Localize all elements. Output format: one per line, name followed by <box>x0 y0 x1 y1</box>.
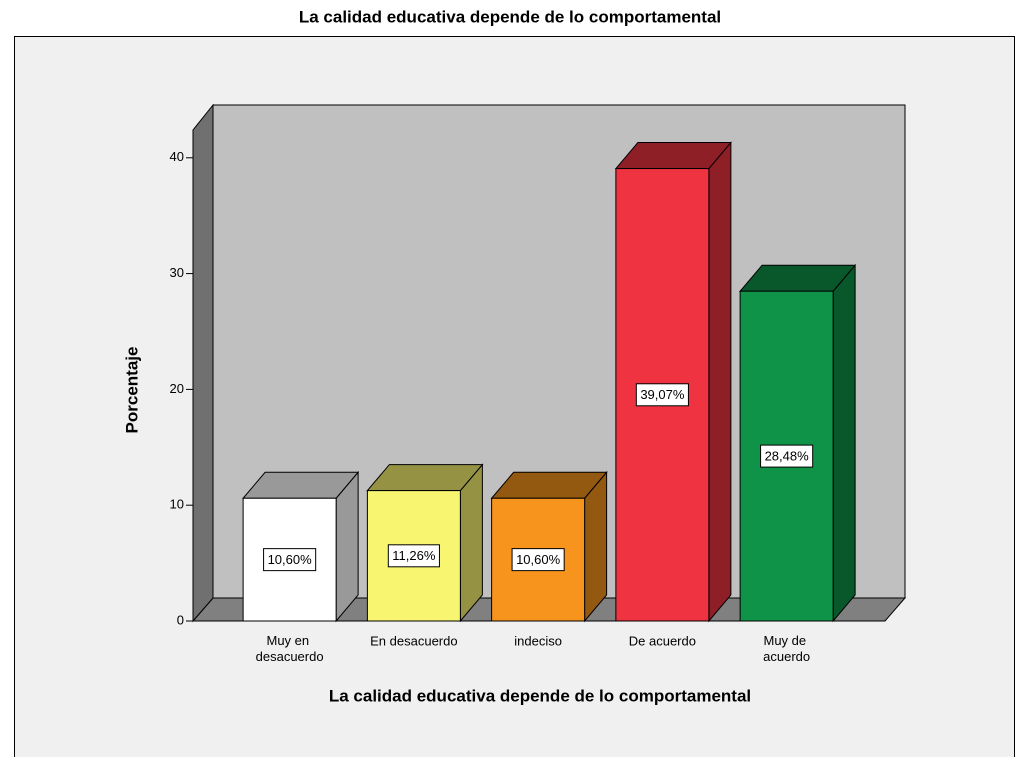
y-tick-label: 10 <box>170 497 184 512</box>
value-label-box <box>760 444 814 468</box>
x-tick-label: Muy en desacuerdo <box>256 633 324 664</box>
value-label: 10,60% <box>268 552 313 567</box>
value-label-box <box>387 544 440 568</box>
bar-side <box>708 141 732 623</box>
x-tick-label: De acuerdo <box>629 633 696 648</box>
chart-title: La calidad educativa depende de lo compo… <box>299 7 721 26</box>
value-label-box <box>635 383 689 407</box>
value-label: 39,07% <box>640 387 685 402</box>
x-axis-title: La calidad educativa depende de lo compo… <box>329 686 751 705</box>
x-tick-label: En desacuerdo <box>370 633 457 648</box>
x-tick-label: Muy de acuerdo <box>763 633 810 664</box>
y-axis-title: Porcentaje <box>122 347 141 434</box>
y-tick-label: 0 <box>177 612 184 627</box>
y-tick-label: 40 <box>170 149 184 164</box>
value-label: 10,60% <box>516 552 561 567</box>
value-label: 28,48% <box>765 449 810 464</box>
bar-side <box>832 263 856 623</box>
bar-side <box>459 463 483 623</box>
value-label: 11,26% <box>392 548 436 563</box>
y-tick-label: 30 <box>170 265 184 280</box>
side-wall <box>192 103 214 623</box>
y-tick-label: 20 <box>170 381 184 396</box>
value-label-box <box>263 548 317 572</box>
value-label-box <box>511 548 565 572</box>
x-tick-label: indeciso <box>514 633 562 648</box>
